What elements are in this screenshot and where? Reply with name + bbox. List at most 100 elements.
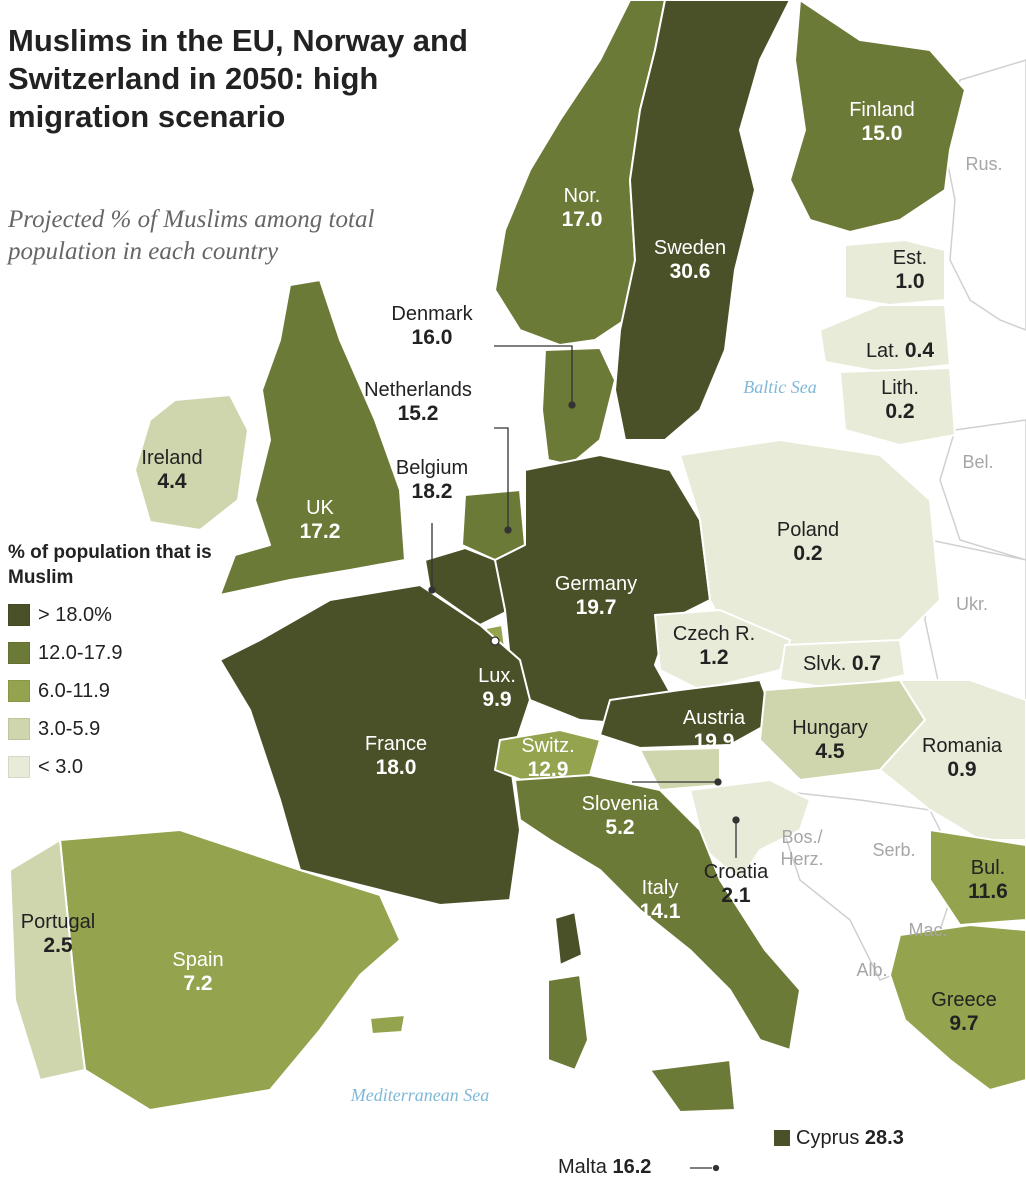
label-uk: UK 17.2: [300, 496, 341, 544]
uk-shape: [219, 279, 406, 596]
legend-item: 3.0-5.9: [8, 710, 248, 748]
label-estonia: Est. 1.0: [893, 246, 927, 294]
country-value: 18.0: [375, 756, 417, 779]
country-value: 9.7: [949, 1012, 979, 1035]
legend-item: > 18.0%: [8, 596, 248, 634]
label-latvia: Lat. 0.4: [866, 339, 934, 363]
country-name: Denmark: [391, 303, 473, 325]
label-slovenia: Slovenia 5.2: [582, 792, 659, 840]
country-name: Croatia: [703, 861, 769, 883]
finland-shape: [789, 0, 966, 233]
country-name: Lith.: [881, 377, 919, 399]
neighbor-ukraine: Ukr.: [955, 594, 989, 614]
country-name: Netherlands: [364, 379, 472, 401]
country-value: 9.9: [482, 688, 512, 711]
legend-item: < 3.0: [8, 748, 248, 786]
country-value: 1.2: [699, 646, 729, 669]
country-name: Nor.: [563, 185, 601, 207]
netherlands-leader: [494, 427, 509, 530]
label-hungary: Hungary 4.5: [792, 716, 868, 764]
country-name: Hungary: [792, 717, 868, 739]
country-value: 16.0: [411, 326, 453, 349]
country-value: 15.2: [397, 402, 439, 425]
country-value: 12.9: [527, 758, 569, 781]
denmark-leader: [494, 345, 573, 405]
malta-dot: [712, 1164, 720, 1172]
country-value: 1.0: [895, 270, 925, 293]
sicily-shape: [649, 1059, 736, 1113]
legend-label: 6.0-11.9: [38, 679, 110, 702]
country-name: Ireland: [141, 447, 203, 469]
sea-baltic: Baltic Sea: [743, 377, 817, 397]
label-slovakia: Slvk. 0.7: [803, 652, 881, 676]
country-value: 18.2: [411, 480, 453, 503]
country-value: 0.4: [904, 339, 935, 362]
country-name: Est.: [892, 247, 928, 269]
denmark-shape: [541, 347, 616, 466]
country-value: 16.2: [612, 1156, 652, 1178]
label-malta: Malta 16.2: [558, 1156, 651, 1179]
label-croatia: Croatia 2.1: [704, 860, 768, 908]
label-lithuania: Lith. 0.2: [881, 376, 919, 424]
country-name: Lat.: [865, 340, 900, 362]
legend-swatch: [8, 718, 30, 740]
legend-title: % of population that is Muslim: [8, 542, 212, 588]
austria-shape: [599, 679, 776, 749]
country-value: 7.2: [183, 972, 213, 995]
country-name: Czech R.: [672, 623, 756, 645]
legend-swatch: [8, 642, 30, 664]
country-value: 5.2: [605, 816, 635, 839]
slovenia-dot: [714, 778, 722, 786]
label-switzerland: Switz. 12.9: [521, 734, 574, 782]
country-name: Cyprus: [796, 1127, 860, 1149]
country-value: 28.3: [864, 1127, 904, 1149]
neighbor-russia: Rus.: [965, 154, 1003, 174]
netherlands-dot: [504, 526, 512, 534]
label-portugal: Portugal 2.5: [21, 910, 96, 958]
country-name: Germany: [554, 573, 638, 595]
label-poland: Poland 0.2: [777, 518, 839, 566]
legend-label: 3.0-5.9: [38, 717, 101, 740]
country-name: Switz.: [521, 735, 575, 757]
country-name: Spain: [172, 949, 224, 971]
legend-label: < 3.0: [38, 755, 84, 778]
country-value: 2.5: [43, 934, 73, 957]
country-name: France: [364, 733, 428, 755]
luxembourg-dot: [490, 636, 500, 646]
country-name: Lux.: [478, 665, 516, 687]
croatia-dot: [732, 816, 740, 824]
label-cyprus: Cyprus 28.3: [774, 1127, 904, 1150]
sardinia-shape: [547, 974, 589, 1071]
greece-shape: [889, 924, 1026, 1091]
country-value: 11.6: [968, 880, 1008, 903]
belgium-dot: [428, 586, 436, 594]
estonia-shape: [844, 239, 946, 306]
ireland-shape: [134, 394, 249, 531]
label-france: France 18.0: [365, 732, 427, 780]
czech-shape: [654, 609, 791, 691]
country-name: Greece: [931, 989, 997, 1011]
page-title: Muslims in the EU, Norway and Switzerlan…: [8, 23, 468, 134]
neighbor-albania: Alb.: [856, 960, 888, 980]
legend: % of population that is Muslim > 18.0% 1…: [8, 540, 248, 786]
country-value: 0.2: [793, 542, 823, 565]
legend-label: 12.0-17.9: [38, 641, 123, 664]
country-value: 4.4: [157, 470, 187, 493]
label-bulgaria: Bul. 11.6: [968, 856, 1008, 904]
label-sweden: Sweden 30.6: [654, 236, 726, 284]
country-name: Romania: [921, 735, 1003, 757]
neighbor-macedonia: Mac.: [908, 920, 948, 940]
france-shape: [219, 584, 531, 906]
ukraine-shape: [924, 539, 1026, 701]
leader-lines: [428, 345, 740, 1172]
slovenia-shape: [639, 747, 721, 791]
country-name: Malta: [558, 1156, 607, 1178]
country-value: 0.2: [885, 400, 915, 423]
italy-shape: [514, 774, 801, 1051]
country-value: 15.0: [861, 122, 903, 145]
neighbor-belarus: Bel.: [962, 452, 994, 472]
country-name: UK: [306, 497, 334, 519]
country-value: 19.9: [693, 730, 735, 753]
label-germany: Germany 19.7: [555, 572, 637, 620]
